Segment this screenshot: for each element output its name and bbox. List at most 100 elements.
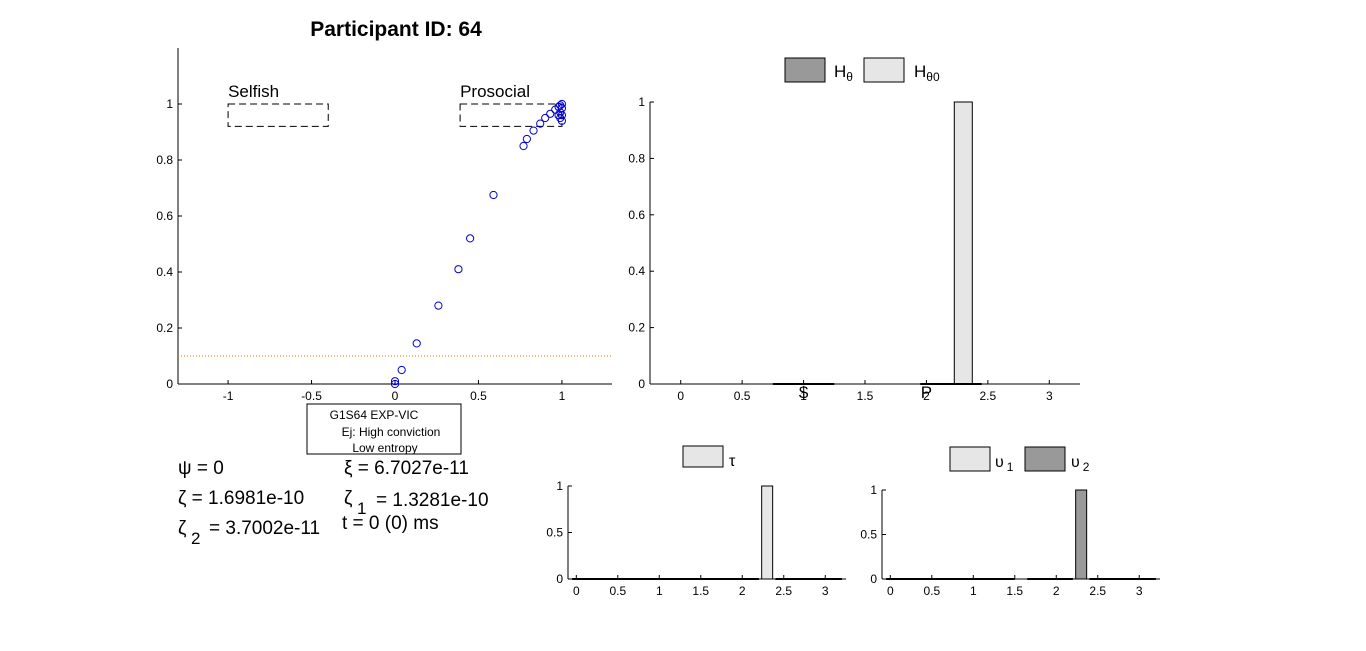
y-tick-label: 0 <box>638 377 645 391</box>
zeta2-value: = 3.7002e-11 <box>209 518 320 539</box>
scatter-point <box>466 234 475 243</box>
y-tick-label: 0.2 <box>628 321 645 335</box>
x-tick-label: 0.5 <box>470 389 487 403</box>
annotation-box: G1S64 EXP-VIC Ej: High conviction Low en… <box>306 403 462 455</box>
scatter-point <box>397 365 406 375</box>
x-tick-label: 3 <box>1046 389 1053 403</box>
scatter-point <box>557 99 567 109</box>
x-tick-label: 0.5 <box>923 584 940 598</box>
x-tick-label: 0 <box>677 389 684 403</box>
y-tick-label: 0 <box>556 572 563 586</box>
zeta1-value: = 1.3281e-10 <box>376 490 489 511</box>
annotation-line-1: G1S64 EXP-VIC <box>330 408 419 422</box>
scatter-point <box>546 109 555 118</box>
legend-swatch-upsilon1 <box>949 446 991 472</box>
bar1-bars <box>772 101 982 385</box>
y-tick-label: 0.6 <box>628 208 645 222</box>
scatter-point <box>541 113 550 123</box>
bar1-category-labels: $ P <box>799 383 932 402</box>
scatter-point <box>554 111 563 120</box>
x-tick-label: -0.5 <box>301 389 322 403</box>
x-tick-label: 2 <box>739 584 746 598</box>
zeta1-symbol: ζ <box>344 488 353 509</box>
x-tick-label: 2.5 <box>980 389 997 403</box>
psi-readout: ψ = 0 <box>178 458 224 479</box>
bar2-bars <box>572 485 842 580</box>
y-tick-label: 0.8 <box>628 151 645 165</box>
zeta-readout: ζ = 1.6981e-10 <box>178 488 304 509</box>
bar2-x-ticks: 0 0.5 1 1.5 2 2.5 3 <box>573 575 829 598</box>
x-tick-label: -1 <box>223 389 234 403</box>
zeta2-symbol: ζ <box>178 518 187 539</box>
x-tick-label: 0.5 <box>609 584 626 598</box>
zeta2-subscript: 2 <box>191 529 200 548</box>
scatter-point <box>390 379 400 389</box>
bar3-x-ticks: 0 0.5 1 1.5 2 2.5 3 <box>887 575 1143 598</box>
scatter-point <box>390 377 400 386</box>
category-label: P <box>921 383 932 402</box>
y-tick-label: 0.4 <box>156 265 173 279</box>
x-tick-label: 2 <box>923 389 930 403</box>
y-tick-label: 0.2 <box>156 321 173 335</box>
x-tick-label: 1 <box>800 389 807 403</box>
scatter-point <box>412 339 421 348</box>
legend-label-h-theta: Hθ <box>834 62 853 84</box>
parameter-readouts: ψ = 0 ξ = 6.7027e-11 ζ = 1.6981e-10 ζ 1 … <box>178 458 489 548</box>
hypothesis-bar-axes: 0 0.5 1 1.5 2 2.5 3 00.20.40.60.81 $ P Hθ Hθ0 <box>628 57 1080 403</box>
category-label: $ <box>799 383 809 402</box>
region-selfish-box <box>227 103 329 127</box>
bar1-legend: Hθ Hθ0 <box>784 57 940 84</box>
x-tick-label: 2.5 <box>775 584 792 598</box>
y-tick-label: 1 <box>166 97 173 111</box>
legend-swatch-h-theta0 <box>863 57 905 83</box>
scatter-point <box>536 119 545 128</box>
scatter-point <box>489 190 498 200</box>
time-readout: t = 0 (0) ms <box>342 513 439 534</box>
bar2-legend: τ <box>682 445 736 470</box>
scatter-y-ticks: 0 0.2 0.4 0.6 0.8 1 <box>156 97 182 391</box>
x-tick-label: 0 <box>392 389 399 403</box>
legend-swatch-h-theta <box>784 57 826 83</box>
figure-title: Participant ID: 64 <box>310 18 482 41</box>
x-tick-label: 1.5 <box>1006 584 1023 598</box>
bar3-bars <box>886 489 1156 580</box>
scatter-axes: -1 -0.5 0 0.5 1 0 0.2 0.4 0.6 0.8 1 Selfish Prosoc… <box>156 48 612 403</box>
y-tick-label: 1 <box>638 95 645 109</box>
x-tick-label: 3 <box>1136 584 1143 598</box>
x-tick-label: 1 <box>970 584 977 598</box>
region-selfish-label: Selfish <box>228 82 279 101</box>
scatter-point <box>522 134 531 144</box>
scatter-point <box>529 126 538 135</box>
zeta2-readout: ζ 2 = 3.7002e-11 <box>178 518 320 548</box>
scatter-point <box>434 301 443 310</box>
y-tick-label: 0.8 <box>156 153 173 167</box>
zeta1-subscript: 1 <box>357 499 366 518</box>
bar1-y-ticks: 0 0.2 0.4 0.6 0.8 1 <box>628 95 654 391</box>
xi-readout: ξ = 6.7027e-11 <box>344 458 469 479</box>
y-tick-label: 0 <box>166 377 173 391</box>
x-tick-label: 0 <box>887 584 894 598</box>
annotation-line-3: Low entropy <box>352 441 417 455</box>
scatter-point <box>454 265 463 274</box>
annotation-line-2: Ej: High conviction <box>342 425 441 439</box>
region-prosocial-label: Prosocial <box>460 82 530 101</box>
y-tick-label: 1 <box>556 479 563 493</box>
tau-bar-axes: 0 0.5 1 1.5 2 2.5 3 00.51 τ <box>546 445 846 598</box>
legend-swatch-upsilon2 <box>1024 446 1066 472</box>
region-boxes: Selfish Prosocial <box>227 82 563 127</box>
legend-label-h-theta0: Hθ0 <box>914 62 940 84</box>
x-tick-label: 1.5 <box>857 389 874 403</box>
bar2-y-ticks: 00.51 <box>546 479 572 586</box>
x-tick-label: 1 <box>559 389 566 403</box>
annotation-frame <box>306 403 462 455</box>
scatter-points <box>390 99 567 389</box>
x-tick-label: 1.5 <box>692 584 709 598</box>
x-tick-label: 1 <box>656 584 663 598</box>
x-tick-label: 2.5 <box>1089 584 1106 598</box>
bar-τ <box>761 485 774 580</box>
scatter-x-ticks: -1 -0.5 0 0.5 1 <box>223 380 566 403</box>
y-tick-label: 0.6 <box>156 209 173 223</box>
